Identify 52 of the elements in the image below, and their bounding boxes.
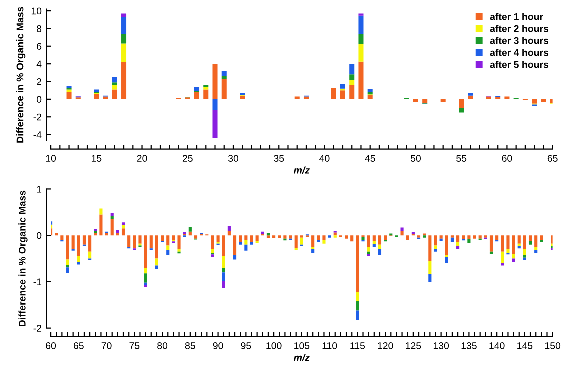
y-axis-title: Difference in % Organic Mass xyxy=(16,7,26,143)
x-tick-label: 35 xyxy=(274,155,284,162)
x-tick-label: 15 xyxy=(92,155,102,162)
legend-label: after 4 hours xyxy=(490,49,549,56)
x-axis-title: m/z xyxy=(294,166,310,174)
x-tick-label: 135 xyxy=(462,342,477,350)
x-tick-label: 105 xyxy=(294,342,310,350)
legend-label: after 3 hours xyxy=(490,37,549,44)
x-tick-label: 145 xyxy=(518,342,533,350)
y-tick-label: 1 xyxy=(37,186,42,193)
x-tick-label: 60 xyxy=(46,342,56,350)
x-tick-label: 65 xyxy=(548,155,558,162)
y-tick-label: 6 xyxy=(37,43,42,50)
x-tick-label: 95 xyxy=(241,342,252,350)
x-tick-label: 25 xyxy=(182,155,193,162)
x-tick-label: 130 xyxy=(434,342,450,350)
x-tick-label: 20 xyxy=(137,155,148,162)
legend-label: after 5 hours xyxy=(490,61,549,68)
x-tick-label: 120 xyxy=(378,342,394,350)
x-axis-title: m/z xyxy=(294,354,310,362)
x-tick-label: 45 xyxy=(365,155,376,162)
x-tick-label: 80 xyxy=(158,342,168,350)
legend-label: after 2 hours xyxy=(490,25,549,32)
y-tick-label: 8 xyxy=(37,25,42,32)
x-tick-label: 140 xyxy=(490,342,505,350)
x-tick-label: 90 xyxy=(213,342,224,350)
x-tick-label: 60 xyxy=(502,155,512,162)
y-tick-label: 0 xyxy=(36,96,42,104)
y-tick-label: 2 xyxy=(37,78,42,86)
x-tick-label: 55 xyxy=(456,155,467,162)
legend-label: after 1 hour xyxy=(490,13,544,20)
x-tick-label: 115 xyxy=(350,342,366,350)
x-tick-label: 110 xyxy=(322,342,338,350)
y-tick-label: -1 xyxy=(34,278,42,286)
x-tick-label: 50 xyxy=(410,155,421,162)
x-tick-label: 40 xyxy=(320,155,330,162)
y-tick-label: -4 xyxy=(34,132,42,138)
y-tick-label: 10 xyxy=(32,8,42,15)
x-tick-label: 150 xyxy=(545,342,561,350)
x-tick-label: 75 xyxy=(130,342,140,350)
x-tick-label: 65 xyxy=(74,342,84,350)
x-tick-label: 100 xyxy=(266,342,282,350)
x-tick-label: 85 xyxy=(185,342,196,350)
y-tick-label: -2 xyxy=(34,114,42,121)
y-tick-label: 4 xyxy=(36,60,42,68)
y-tick-label: 0 xyxy=(36,232,42,240)
x-tick-label: 70 xyxy=(102,342,112,350)
y-tick-label: -2 xyxy=(34,325,42,332)
x-tick-label: 30 xyxy=(228,155,239,162)
y-axis-title: Difference in % Organic Mass xyxy=(18,190,28,326)
x-tick-label: 10 xyxy=(46,155,56,162)
x-tick-label: 125 xyxy=(406,342,422,350)
